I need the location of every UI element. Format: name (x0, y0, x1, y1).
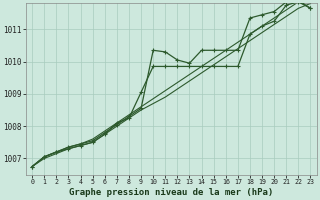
X-axis label: Graphe pression niveau de la mer (hPa): Graphe pression niveau de la mer (hPa) (69, 188, 274, 197)
